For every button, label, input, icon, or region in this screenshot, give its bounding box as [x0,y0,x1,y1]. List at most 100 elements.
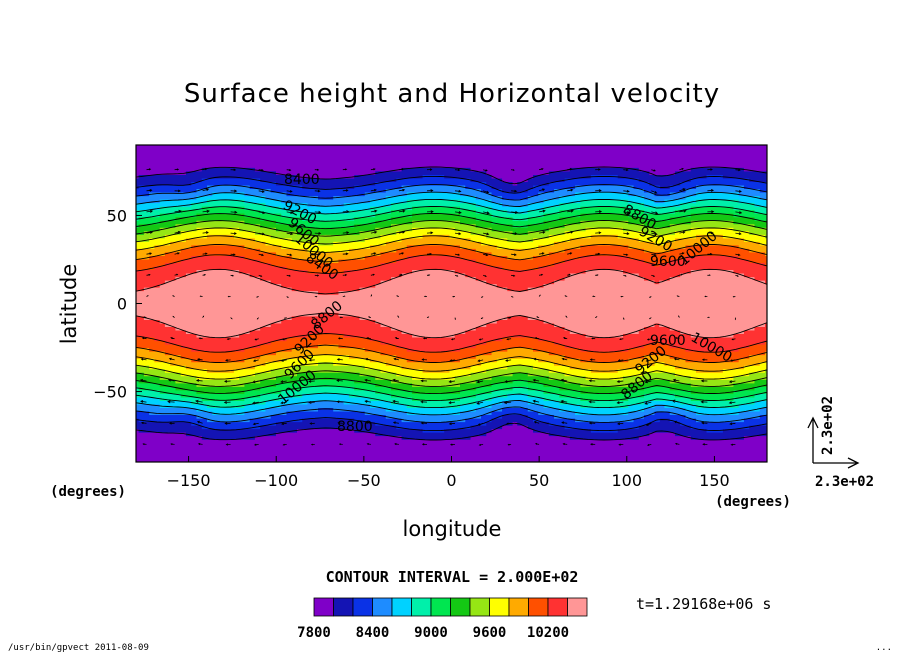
velocity-arrow [539,168,544,171]
y-tick-label: −50 [93,383,127,402]
x-tick-label: −150 [167,471,211,490]
velocity-arrow [337,421,343,425]
velocity-arrow [729,359,736,362]
velocity-arrow [562,442,568,446]
velocity-arrow [140,421,147,425]
velocity-arrow [735,211,743,215]
velocity-arrow [561,421,568,425]
contour-band-10400 [136,270,767,338]
velocity-arrow [560,399,568,403]
velocity-arrow [392,421,399,425]
colorbar-swatch-8600 [391,597,412,617]
velocity-arrow [539,230,546,234]
colorbar-tick-label: 9600 [473,625,507,641]
velocity-arrow [703,337,708,340]
vector-reference-x-label: 2.3e+02 [815,474,874,490]
velocity-arrow [561,357,568,361]
velocity-arrow [728,401,736,405]
velocity-arrow [477,422,484,426]
contour-line-9200 [136,212,767,395]
velocity-arrow [258,190,265,193]
velocity-arrow [258,211,266,215]
velocity-arrow [230,274,235,277]
velocity-arrow [252,359,259,362]
velocity-arrow [623,168,629,172]
velocity-arrow [589,358,596,361]
velocity-arrow [225,443,231,446]
velocity-arrow [308,401,315,404]
velocity-arrow [426,189,434,193]
velocity-arrow [168,357,175,361]
velocity-arrow [707,210,715,214]
velocity-arrow [142,443,147,446]
velocity-arrow [256,296,259,298]
velocity-arrow [735,253,741,256]
velocity-arrow [735,189,742,193]
velocity-arrow [146,189,153,192]
velocity-arrow [258,253,265,257]
velocity-arrow [170,443,175,446]
velocity-arrow [622,317,625,321]
velocity-arrow [675,337,680,340]
velocity-arrow [595,210,603,214]
velocity-arrow [199,295,203,298]
contour-line-9600 [136,227,767,380]
colorbar: 7800 8400 9000 9600 10200 [297,597,588,641]
velocity-arrow [511,232,518,236]
velocity-arrow [370,252,377,255]
velocity-arrow [651,253,657,257]
velocity-arrow [364,400,371,403]
velocity-arrow [510,296,514,298]
velocity-arrow [644,380,652,384]
chart-title: Surface height and Horizontal velocity [184,79,720,109]
velocity-arrow [174,230,181,234]
velocity-arrow [370,230,378,234]
velocity-arrow [342,210,350,214]
velocity-arrow [567,273,571,276]
velocity-arrow [370,188,377,192]
velocity-arrow [483,169,488,172]
contour-label: 8800 [337,419,373,435]
velocity-arrow [230,253,236,256]
velocity-arrow [310,443,315,446]
velocity-arrow [707,189,715,192]
velocity-arrow [454,274,459,277]
velocity-arrow [649,296,652,298]
velocity-arrow [286,168,292,172]
colorbar-tick-label: 10200 [527,625,569,641]
velocity-arrow [679,230,686,234]
vector-reference-y-label: 2.3e+02 [820,396,836,455]
velocity-arrow [253,443,259,446]
velocity-arrow [595,252,601,256]
velocity-arrow [227,295,231,298]
velocity-arrow [507,443,512,446]
contour-line-8600 [136,191,767,416]
velocity-arrow [314,210,322,214]
velocity-arrow [707,252,713,256]
velocity-arrow [478,443,484,446]
velocity-arrow [483,211,490,215]
velocity-arrow [202,188,210,192]
velocity-arrow [252,380,259,384]
velocity-arrow [252,422,259,426]
velocity-arrow [370,273,375,276]
y-axis-label: latitude [57,264,81,345]
velocity-arrow [282,443,287,446]
velocity-arrow [280,380,287,384]
velocity-arrow [230,189,238,193]
velocity-arrow [539,209,546,213]
velocity-arrow [197,442,203,446]
velocity-arrow [454,168,461,172]
velocity-arrow [679,167,684,171]
velocity-arrow [420,379,428,383]
plot-area [136,145,767,462]
velocity-arrow [146,231,154,234]
velocity-arrow [286,189,293,193]
colorbar-swatch-9000 [430,597,451,617]
velocity-arrow [673,357,680,361]
vector-reference-y-arrowhead [807,416,819,429]
velocity-arrow [676,295,680,297]
velocity-arrow [448,401,456,405]
velocity-arrow [701,358,708,362]
